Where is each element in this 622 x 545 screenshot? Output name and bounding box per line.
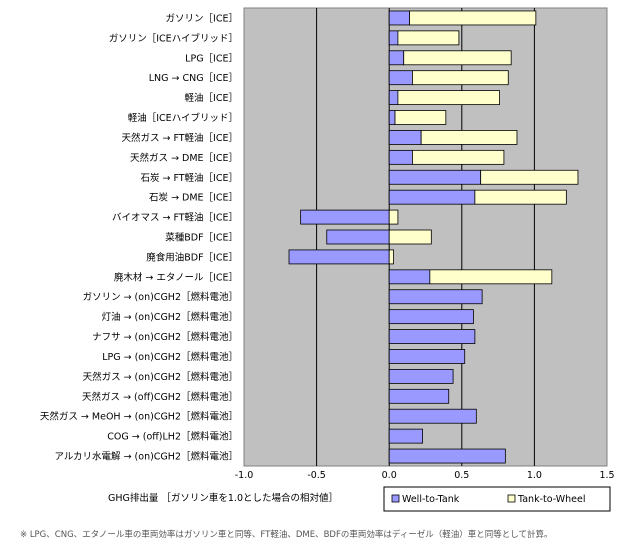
bar-tank-to-wheel xyxy=(480,169,579,185)
category-label: LPG［ICE］ xyxy=(185,53,238,64)
category-label: 軽油［ICEハイブリッド］ xyxy=(128,112,238,124)
x-tick-label: 1.0 xyxy=(527,470,542,481)
bar-tank-to-wheel xyxy=(412,70,509,86)
bar-tank-to-wheel xyxy=(420,130,518,145)
category-label: 天然ガス → DME［ICE］ xyxy=(130,152,238,164)
legend-box xyxy=(383,486,611,512)
bar-well-to-tank xyxy=(388,189,476,205)
category-label: 石炭 → DME［ICE］ xyxy=(149,193,238,204)
bar-well-to-tank xyxy=(388,169,482,185)
bar-tank-to-wheel xyxy=(397,90,500,106)
category-label: 石炭 → FT軽油［ICE］ xyxy=(140,172,238,184)
bar-well-to-tank xyxy=(288,249,390,265)
bar-tank-to-wheel xyxy=(474,189,567,205)
x-axis-label: GHG排出量 ［ガソリン車を1.0とした場合の相対値］ xyxy=(108,492,338,504)
category-label: ナフサ → (on)CGH2［燃料電池］ xyxy=(92,331,238,343)
bar-well-to-tank xyxy=(300,209,390,225)
bar-tank-to-wheel xyxy=(403,50,512,66)
category-label: 天然ガス → (off)CGH2［燃料電池］ xyxy=(82,391,238,403)
bar-well-to-tank xyxy=(388,329,476,344)
category-label: 天然ガス → MeOH → (on)CGH2［燃料電池］ xyxy=(40,411,238,423)
category-label: COG → (off)LH2［燃料電池］ xyxy=(107,431,238,443)
x-tick-label: -1.0 xyxy=(235,470,254,481)
category-label: 軽油［ICE］ xyxy=(185,92,238,104)
x-tick-labels: -1.0 -0.5 0.0 0.5 1.0 1.5 xyxy=(235,470,615,481)
category-label: バイオマス → FT軽油［ICE］ xyxy=(112,212,238,224)
category-labels: ガソリン［ICE］ ガソリン［ICEハイブリッド］ LPG［ICE］ LNG → CN… xyxy=(40,13,238,462)
bar-well-to-tank xyxy=(388,428,423,444)
x-tick-label: 0.0 xyxy=(382,470,397,481)
bar-well-to-tank xyxy=(388,149,413,165)
category-label: 廃食用油BDF［ICE］ xyxy=(146,251,238,263)
category-label: アルカリ水電解 → (on)CGH2［燃料電池］ xyxy=(54,451,238,463)
bar-tank-to-wheel xyxy=(412,149,505,165)
bar-well-to-tank xyxy=(388,90,399,106)
bar-well-to-tank xyxy=(388,269,431,285)
bar-well-to-tank xyxy=(388,110,396,125)
bar-well-to-tank xyxy=(388,349,466,364)
bar-well-to-tank xyxy=(388,10,410,26)
bar-well-to-tank xyxy=(388,30,399,46)
x-tick-label: 0.5 xyxy=(454,470,469,481)
bar-well-to-tank xyxy=(388,368,454,384)
bar-tank-to-wheel xyxy=(388,249,394,265)
category-label: ガソリン［ICEハイブリッド］ xyxy=(109,32,238,44)
category-label: 天然ガス → (on)CGH2［燃料電池］ xyxy=(83,371,238,383)
bar-well-to-tank xyxy=(388,309,474,325)
bar-well-to-tank xyxy=(388,289,483,305)
legend-label-well-to-tank: Well-to-Tank xyxy=(402,494,460,505)
category-label: ガソリン［ICE］ xyxy=(166,13,238,24)
category-label: LPG → (on)CGH2［燃料電池］ xyxy=(102,351,238,363)
bar-tank-to-wheel xyxy=(388,209,399,225)
bar-tank-to-wheel xyxy=(397,30,460,46)
bar-well-to-tank xyxy=(388,50,405,66)
x-tick-label: -0.5 xyxy=(307,470,326,481)
bar-well-to-tank xyxy=(388,388,450,404)
bar-well-to-tank xyxy=(326,229,390,245)
legend-label-tank-to-wheel: Tank-to-Wheel xyxy=(517,494,586,505)
legend-swatch-tank-to-wheel xyxy=(507,494,516,503)
bar-tank-to-wheel xyxy=(394,110,447,125)
bar-tank-to-wheel xyxy=(388,229,432,245)
legend-swatch-well-to-tank xyxy=(391,494,400,503)
x-tick-label: 1.5 xyxy=(599,470,614,481)
bar-well-to-tank xyxy=(388,448,506,464)
bar-well-to-tank xyxy=(388,70,413,86)
bar-well-to-tank xyxy=(388,408,477,424)
category-label: LNG → CNG［ICE］ xyxy=(149,73,238,84)
bars xyxy=(288,10,579,464)
legend: Well-to-Tank Tank-to-Wheel xyxy=(383,486,611,512)
category-label: ガソリン → (on)CGH2［燃料電池］ xyxy=(83,291,238,303)
category-label: 灯油 → (on)CGH2［燃料電池］ xyxy=(102,311,238,323)
category-label: 廃木材 → エタノール［ICE］ xyxy=(114,271,238,283)
footnote: ※ LPG、CNG、エタノール車の車両効率はガソリン車と同等、FT軽油、DME、… xyxy=(20,529,553,540)
category-label: 天然ガス → FT軽油［ICE］ xyxy=(121,132,238,144)
bar-tank-to-wheel xyxy=(409,10,537,26)
category-label: 菜種BDF［ICE］ xyxy=(165,232,238,244)
bar-well-to-tank xyxy=(388,130,422,145)
bar-tank-to-wheel xyxy=(429,269,553,285)
